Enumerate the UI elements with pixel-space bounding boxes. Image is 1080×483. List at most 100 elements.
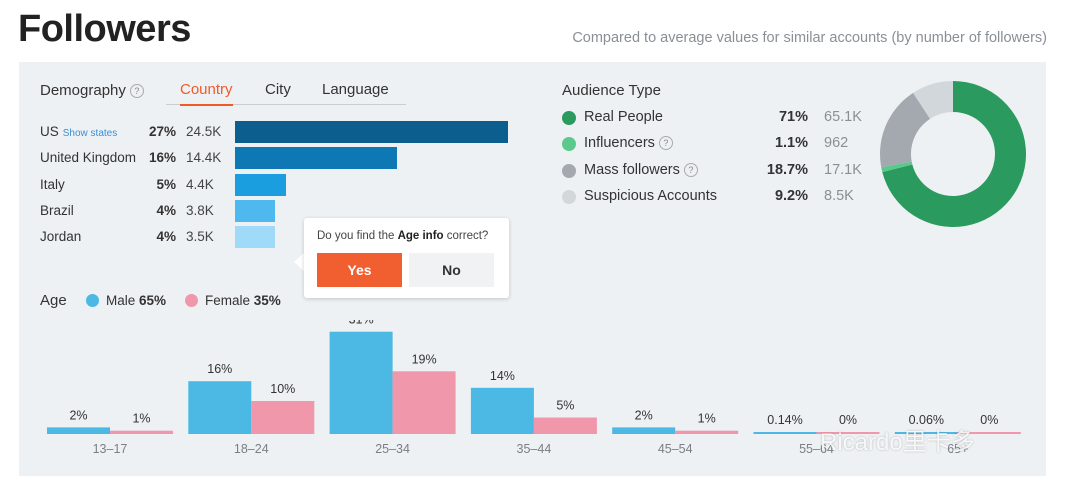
male-bar bbox=[329, 331, 393, 434]
audience-count: 8.5K bbox=[824, 187, 854, 204]
demography-label: Demography? bbox=[40, 82, 144, 99]
donut-slice bbox=[913, 81, 953, 119]
watermark: Ricardo里卡多 bbox=[820, 429, 975, 456]
legend-male: Male 65% bbox=[86, 293, 166, 308]
help-icon[interactable]: ? bbox=[658, 136, 673, 151]
country-percent: 4% bbox=[156, 202, 176, 218]
age-tick-label: 25–34 bbox=[375, 442, 410, 456]
tab-country[interactable]: Country bbox=[180, 81, 233, 106]
age-tick-label: 55–64 bbox=[799, 442, 834, 456]
country-count: 3.5K bbox=[186, 229, 214, 245]
donut-slice bbox=[880, 92, 931, 168]
country-percent: 16% bbox=[148, 150, 176, 166]
country-bar bbox=[235, 147, 397, 170]
audience-row: Mass followers? 18.7% 17.1K bbox=[562, 162, 872, 182]
country-bar bbox=[235, 121, 508, 143]
audience-percent: 71% bbox=[778, 109, 808, 125]
page-subtitle: Compared to average values for similar a… bbox=[572, 30, 1047, 46]
bar-value-label: 19% bbox=[412, 352, 437, 366]
audience-name: Influencers? bbox=[584, 135, 673, 151]
female-bar bbox=[675, 430, 739, 434]
help-icon[interactable]: ? bbox=[683, 162, 698, 177]
audience-name: Suspicious Accounts bbox=[584, 187, 717, 204]
female-bar bbox=[392, 371, 456, 434]
age-tick-label: 13–17 bbox=[93, 442, 128, 456]
demography-tabs: Country City Language bbox=[166, 80, 406, 106]
country-bar bbox=[235, 199, 275, 222]
audience-dot-icon bbox=[562, 137, 576, 152]
male-bar bbox=[47, 427, 110, 434]
country-count: 24.5K bbox=[186, 124, 222, 139]
popup-question: Do you find the Age info correct? bbox=[317, 230, 489, 242]
tab-language[interactable]: Language bbox=[322, 81, 389, 98]
audience-row: Influencers? 1.1% 962 bbox=[562, 135, 872, 155]
bar-value-label: 2% bbox=[635, 408, 653, 422]
country-row: Brazil 4% 3.8K bbox=[40, 199, 520, 222]
country-name: United Kingdom bbox=[40, 150, 137, 166]
age-chart: 2% 1% 13–17 16% 10% 18–24 31% 19% 25–34 14% 5% 35–4… bbox=[47, 320, 1021, 456]
audience-percent: 9.2% bbox=[774, 187, 808, 204]
legend-female: Female 35% bbox=[185, 293, 281, 308]
country-name: Jordan bbox=[40, 229, 82, 245]
male-bar bbox=[188, 381, 252, 434]
country-bar bbox=[235, 226, 275, 249]
female-bar bbox=[957, 432, 1021, 434]
bar-value-label: 0% bbox=[980, 413, 998, 427]
country-row: Italy 5% 4.4K bbox=[40, 173, 520, 196]
audience-count: 65.1K bbox=[824, 109, 862, 125]
age-tick-label: 35–44 bbox=[517, 442, 552, 456]
female-bar bbox=[251, 401, 315, 434]
audience-count: 962 bbox=[824, 135, 849, 152]
male-bar bbox=[753, 432, 817, 434]
audience-type-title: Audience Type bbox=[562, 82, 661, 99]
female-bar bbox=[816, 432, 880, 434]
show-states-link[interactable]: Show states bbox=[62, 128, 118, 139]
country-row: United Kingdom 16% 14.4K bbox=[40, 147, 520, 170]
bar-value-label: 10% bbox=[270, 382, 295, 396]
popup-arrow bbox=[294, 252, 305, 272]
donut-slice bbox=[881, 161, 913, 173]
age-feedback-popup: Do you find the Age info correct? Yes No bbox=[304, 218, 509, 298]
country-name: Brazil bbox=[40, 202, 74, 218]
country-row: US Show states 27% 24.5K bbox=[40, 121, 520, 143]
audience-row: Real People 71% 65.1K bbox=[562, 109, 872, 129]
male-bar bbox=[612, 427, 676, 434]
country-percent: 27% bbox=[148, 124, 176, 139]
bar-value-label: 0.06% bbox=[909, 413, 944, 427]
country-percent: 4% bbox=[156, 229, 176, 245]
age-tick-label: 18–24 bbox=[234, 442, 269, 456]
audience-name: Mass followers? bbox=[584, 162, 698, 178]
female-bar bbox=[533, 417, 597, 434]
audience-donut-chart bbox=[880, 81, 1026, 227]
audience-row: Suspicious Accounts 9.2% 8.5K bbox=[562, 188, 872, 208]
age-tick-label: 45–54 bbox=[658, 442, 693, 456]
help-icon[interactable]: ? bbox=[129, 84, 144, 98]
male-dot-icon bbox=[86, 294, 99, 307]
bar-value-label: 1% bbox=[132, 412, 150, 426]
country-row: Jordan 4% 3.5K bbox=[40, 226, 520, 249]
audience-dot-icon bbox=[562, 111, 576, 125]
bar-value-label: 14% bbox=[490, 369, 515, 383]
audience-percent: 1.1% bbox=[774, 135, 808, 152]
female-dot-icon bbox=[185, 294, 198, 307]
bar-value-label: 2% bbox=[69, 408, 87, 422]
audience-dot-icon bbox=[562, 189, 576, 204]
bar-value-label: 31% bbox=[349, 320, 374, 327]
age-label: Age bbox=[40, 292, 67, 309]
audience-percent: 18.7% bbox=[766, 161, 808, 178]
yes-button[interactable]: Yes bbox=[317, 253, 402, 287]
bar-value-label: 16% bbox=[207, 362, 232, 376]
country-bar bbox=[235, 173, 286, 196]
audience-count: 17.1K bbox=[824, 161, 862, 178]
female-bar bbox=[110, 430, 173, 434]
male-bar bbox=[470, 387, 534, 434]
country-count: 3.8K bbox=[186, 202, 214, 218]
country-name: US Show states bbox=[40, 124, 118, 139]
male-bar bbox=[894, 432, 958, 434]
age-tick-label: 65+ bbox=[947, 442, 968, 456]
tab-city[interactable]: City bbox=[265, 81, 291, 98]
donut-slice bbox=[882, 81, 1026, 227]
no-button[interactable]: No bbox=[409, 253, 494, 287]
country-percent: 5% bbox=[156, 176, 176, 192]
country-count: 4.4K bbox=[186, 176, 214, 192]
